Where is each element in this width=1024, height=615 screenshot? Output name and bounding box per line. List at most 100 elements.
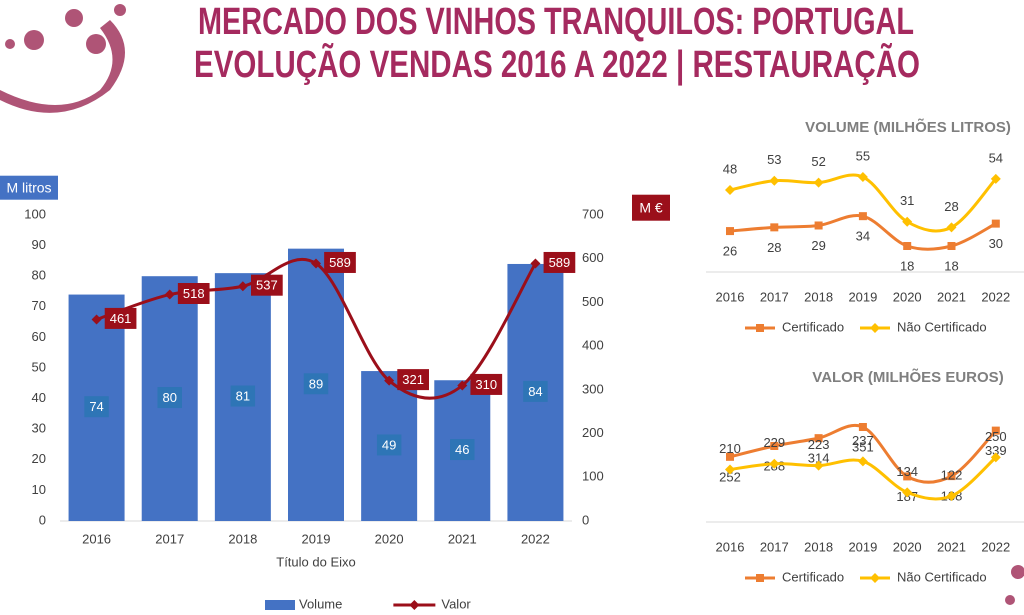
- marker: [91, 314, 102, 325]
- line-label: 461: [110, 311, 132, 326]
- data-label: 34: [856, 229, 870, 244]
- y-tick-label: 60: [32, 329, 46, 344]
- marker: [813, 460, 824, 471]
- x-tick-label: 2021: [448, 531, 477, 546]
- line-label-box: [470, 373, 503, 395]
- data-label: 252: [719, 469, 741, 484]
- marker: [725, 185, 735, 196]
- x-tick-label: 2022: [981, 289, 1010, 304]
- bar-label-box: [376, 434, 402, 456]
- line-label-box: [177, 282, 210, 304]
- data-label: 26: [723, 244, 737, 259]
- marker: [857, 172, 868, 182]
- marker: [237, 281, 248, 292]
- y2-tick-label: 100: [582, 469, 604, 484]
- line-label: 321: [402, 372, 424, 387]
- marker: [814, 434, 823, 443]
- marker: [311, 258, 321, 269]
- marker: [947, 472, 956, 481]
- data-label: 48: [723, 161, 737, 176]
- marker: [814, 221, 823, 230]
- line-label-box: [397, 369, 429, 391]
- y2-tick-label: 500: [582, 294, 604, 309]
- marker: [770, 223, 779, 232]
- y2-tick-label: 300: [582, 381, 604, 396]
- bar-label-box: [157, 387, 182, 409]
- y2-tick-label: 600: [582, 250, 604, 265]
- y-axis-label-box: [0, 175, 58, 200]
- y-tick-label: 0: [39, 512, 46, 527]
- data-label: 339: [985, 443, 1007, 458]
- x-tick-label: 2020: [375, 531, 404, 546]
- data-label: 122: [941, 467, 963, 482]
- x-tick-label: 2016: [716, 539, 745, 554]
- page-title: MERCADO DOS VINHOS TRANQUILOS: PORTUGAL: [198, 1, 914, 43]
- x-tick-label: 2020: [893, 539, 922, 554]
- marker: [946, 491, 957, 501]
- x-tick-label: 2017: [155, 531, 184, 546]
- data-label: 134: [896, 464, 918, 479]
- marker: [530, 258, 541, 269]
- data-label: 29: [811, 238, 825, 253]
- y-tick-label: 100: [24, 206, 46, 221]
- x-tick-label: 2017: [760, 289, 789, 304]
- bar-label-box: [450, 439, 475, 461]
- line-label-box: [104, 307, 137, 329]
- bar-label-box: [303, 373, 329, 395]
- data-label: 223: [808, 437, 830, 452]
- marker: [770, 441, 779, 450]
- legend-label: Não Certificado: [897, 319, 987, 334]
- line-label: 589: [329, 255, 351, 270]
- legend-label: Certificado: [782, 569, 844, 584]
- marker: [947, 242, 956, 250]
- marker: [991, 426, 1000, 435]
- data-label: 229: [763, 435, 785, 450]
- marker: [858, 423, 867, 431]
- page-subtitle: EVOLUÇÃO VENDAS 2016 A 2022 | RESTAURAÇÃ…: [194, 42, 920, 86]
- y2-tick-label: 400: [582, 338, 604, 353]
- marker: [769, 175, 780, 186]
- marker: [946, 222, 957, 233]
- marker: [991, 219, 1000, 228]
- bar-label-box: [230, 385, 256, 407]
- marker: [756, 574, 764, 582]
- data-label: 351: [852, 439, 874, 454]
- marker: [726, 452, 734, 461]
- x-tick-label: 2021: [937, 289, 966, 304]
- legend-swatch: [265, 600, 295, 610]
- y2-tick-label: 0: [582, 512, 589, 527]
- data-label: 210: [719, 441, 741, 456]
- data-label: 53: [767, 152, 781, 167]
- chart-title: VALOR (MILHÕES EUROS): [812, 368, 1003, 386]
- bar-label: 46: [455, 442, 469, 457]
- marker: [902, 487, 913, 498]
- legend-label: Valor: [441, 596, 471, 611]
- y-tick-label: 30: [32, 421, 46, 436]
- x-tick-label: 2019: [848, 289, 877, 304]
- marker: [857, 456, 868, 467]
- y-tick-label: 20: [32, 451, 46, 466]
- bar-label-box: [523, 380, 548, 402]
- marker: [870, 323, 880, 333]
- y-tick-label: 50: [32, 359, 46, 374]
- data-label: 314: [808, 451, 830, 466]
- marker: [902, 216, 913, 227]
- bar-label: 89: [309, 376, 323, 391]
- data-label: 28: [767, 240, 781, 255]
- marker: [756, 324, 764, 332]
- x-tick-label: 2019: [848, 539, 877, 554]
- y-tick-label: 80: [32, 268, 46, 283]
- marker: [769, 458, 780, 469]
- bar-label: 80: [162, 390, 176, 405]
- marker: [990, 452, 1001, 463]
- y2-tick-label: 700: [582, 206, 604, 221]
- x-tick-label: 2021: [937, 539, 966, 554]
- bar-label: 81: [236, 389, 250, 404]
- legend-label: Certificado: [782, 319, 844, 334]
- y2-tick-label: 200: [582, 425, 604, 440]
- line-label: 310: [475, 377, 497, 392]
- line-label-box: [543, 251, 576, 273]
- chart-title: VOLUME (MILHÕES LITROS): [805, 118, 1011, 136]
- marker: [726, 227, 734, 236]
